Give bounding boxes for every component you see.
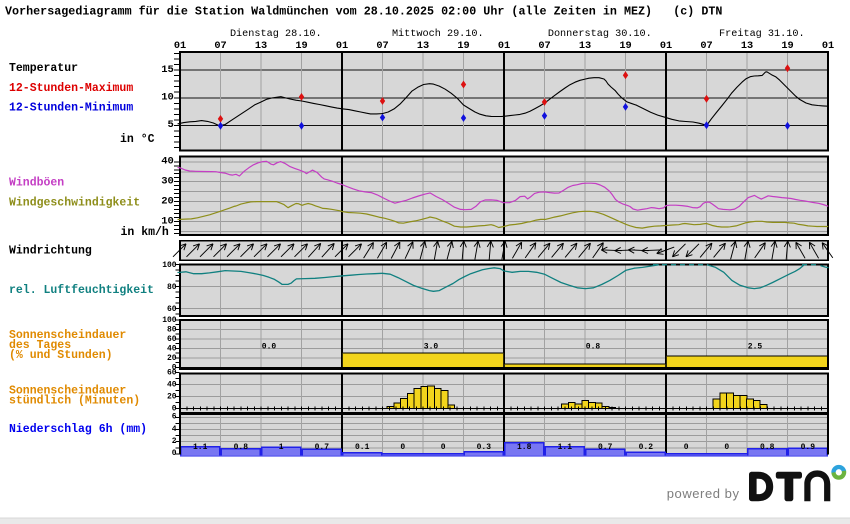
svg-text:20: 20	[167, 393, 177, 402]
svg-text:3.0: 3.0	[424, 343, 439, 352]
svg-text:01: 01	[174, 40, 186, 52]
svg-text:powered by: powered by	[667, 486, 740, 501]
svg-text:rel. Luftfeuchtigkeit: rel. Luftfeuchtigkeit	[9, 284, 154, 297]
svg-text:Niederschlag 6h (mm): Niederschlag 6h (mm)	[9, 423, 147, 436]
svg-text:0.3: 0.3	[477, 443, 492, 452]
svg-text:07: 07	[538, 40, 550, 52]
svg-text:20: 20	[161, 195, 174, 207]
svg-text:0.0: 0.0	[262, 343, 277, 352]
svg-text:40: 40	[167, 381, 177, 390]
svg-text:0.9: 0.9	[801, 443, 816, 452]
svg-text:13: 13	[741, 40, 753, 52]
svg-text:07: 07	[376, 40, 388, 52]
svg-text:0.8: 0.8	[234, 443, 249, 452]
svg-text:19: 19	[295, 40, 307, 52]
svg-text:Vorhersagediagramm für die Sta: Vorhersagediagramm für die Station Waldm…	[5, 5, 722, 19]
svg-text:07: 07	[700, 40, 712, 52]
svg-text:01: 01	[498, 40, 510, 52]
svg-text:Windrichtung: Windrichtung	[9, 244, 92, 257]
svg-text:13: 13	[417, 40, 429, 52]
svg-text:01: 01	[660, 40, 672, 52]
svg-text:30: 30	[161, 175, 174, 187]
svg-text:12-Stunden-Minimum: 12-Stunden-Minimum	[9, 102, 133, 115]
svg-text:1.8: 1.8	[517, 443, 532, 452]
svg-text:Dienstag 28.10.: Dienstag 28.10.	[230, 28, 322, 40]
svg-text:0.2: 0.2	[639, 443, 654, 452]
svg-text:0.7: 0.7	[598, 443, 613, 452]
svg-text:(% und Stunden): (% und Stunden)	[9, 349, 113, 362]
svg-text:13: 13	[579, 40, 591, 52]
svg-text:Donnerstag 30.10.: Donnerstag 30.10.	[548, 29, 652, 40]
svg-text:07: 07	[214, 40, 226, 52]
svg-text:0: 0	[172, 449, 177, 458]
svg-text:20: 20	[167, 354, 177, 363]
svg-text:Windgeschwindigkeit: Windgeschwindigkeit	[9, 197, 140, 210]
svg-text:Mittwoch 29.10.: Mittwoch 29.10.	[392, 28, 484, 40]
svg-text:0: 0	[400, 443, 405, 452]
svg-text:2.5: 2.5	[748, 343, 763, 352]
svg-text:stündlich (Minuten): stündlich (Minuten)	[9, 395, 140, 408]
svg-text:19: 19	[619, 40, 631, 52]
svg-text:01: 01	[822, 40, 834, 52]
svg-text:Sonnenscheindauer: Sonnenscheindauer	[9, 329, 126, 342]
svg-text:13: 13	[255, 40, 267, 52]
svg-text:40: 40	[167, 345, 177, 354]
svg-text:0.7: 0.7	[315, 443, 330, 452]
svg-text:0: 0	[441, 443, 446, 452]
svg-text:1.1: 1.1	[558, 443, 573, 452]
svg-text:0.8: 0.8	[760, 443, 775, 452]
svg-text:0: 0	[172, 405, 177, 414]
svg-text:60: 60	[167, 369, 177, 378]
svg-text:1.1: 1.1	[193, 443, 208, 452]
svg-text:0: 0	[724, 443, 729, 452]
svg-text:2: 2	[172, 437, 177, 446]
svg-text:19: 19	[457, 40, 469, 52]
svg-text:5: 5	[167, 119, 173, 131]
svg-text:15: 15	[161, 64, 174, 76]
svg-text:0.8: 0.8	[586, 343, 601, 352]
svg-text:80: 80	[167, 326, 177, 335]
svg-text:Freitag 31.10.: Freitag 31.10.	[719, 28, 805, 40]
svg-text:6: 6	[172, 413, 177, 422]
svg-text:in °C: in °C	[120, 133, 155, 146]
svg-text:100: 100	[162, 316, 177, 325]
svg-text:des Tages: des Tages	[9, 339, 71, 352]
svg-text:19: 19	[781, 40, 793, 52]
svg-text:60: 60	[167, 305, 177, 314]
svg-text:Windböen: Windböen	[9, 177, 64, 190]
svg-text:12-Stunden-Maximum: 12-Stunden-Maximum	[9, 82, 133, 95]
svg-text:60: 60	[167, 335, 177, 344]
svg-text:01: 01	[336, 40, 348, 52]
svg-text:0: 0	[172, 364, 177, 373]
svg-text:10: 10	[161, 92, 174, 104]
svg-text:1: 1	[279, 443, 284, 452]
svg-text:10: 10	[161, 215, 174, 227]
svg-text:Temperatur: Temperatur	[9, 62, 78, 75]
svg-text:in km/h: in km/h	[120, 226, 168, 239]
svg-text:100: 100	[162, 261, 177, 270]
svg-text:40: 40	[161, 156, 174, 168]
svg-text:4: 4	[172, 425, 177, 434]
svg-text:0.1: 0.1	[355, 443, 370, 452]
svg-text:Sonnenscheindauer: Sonnenscheindauer	[9, 385, 126, 398]
svg-text:0: 0	[684, 443, 689, 452]
svg-text:80: 80	[167, 283, 177, 292]
